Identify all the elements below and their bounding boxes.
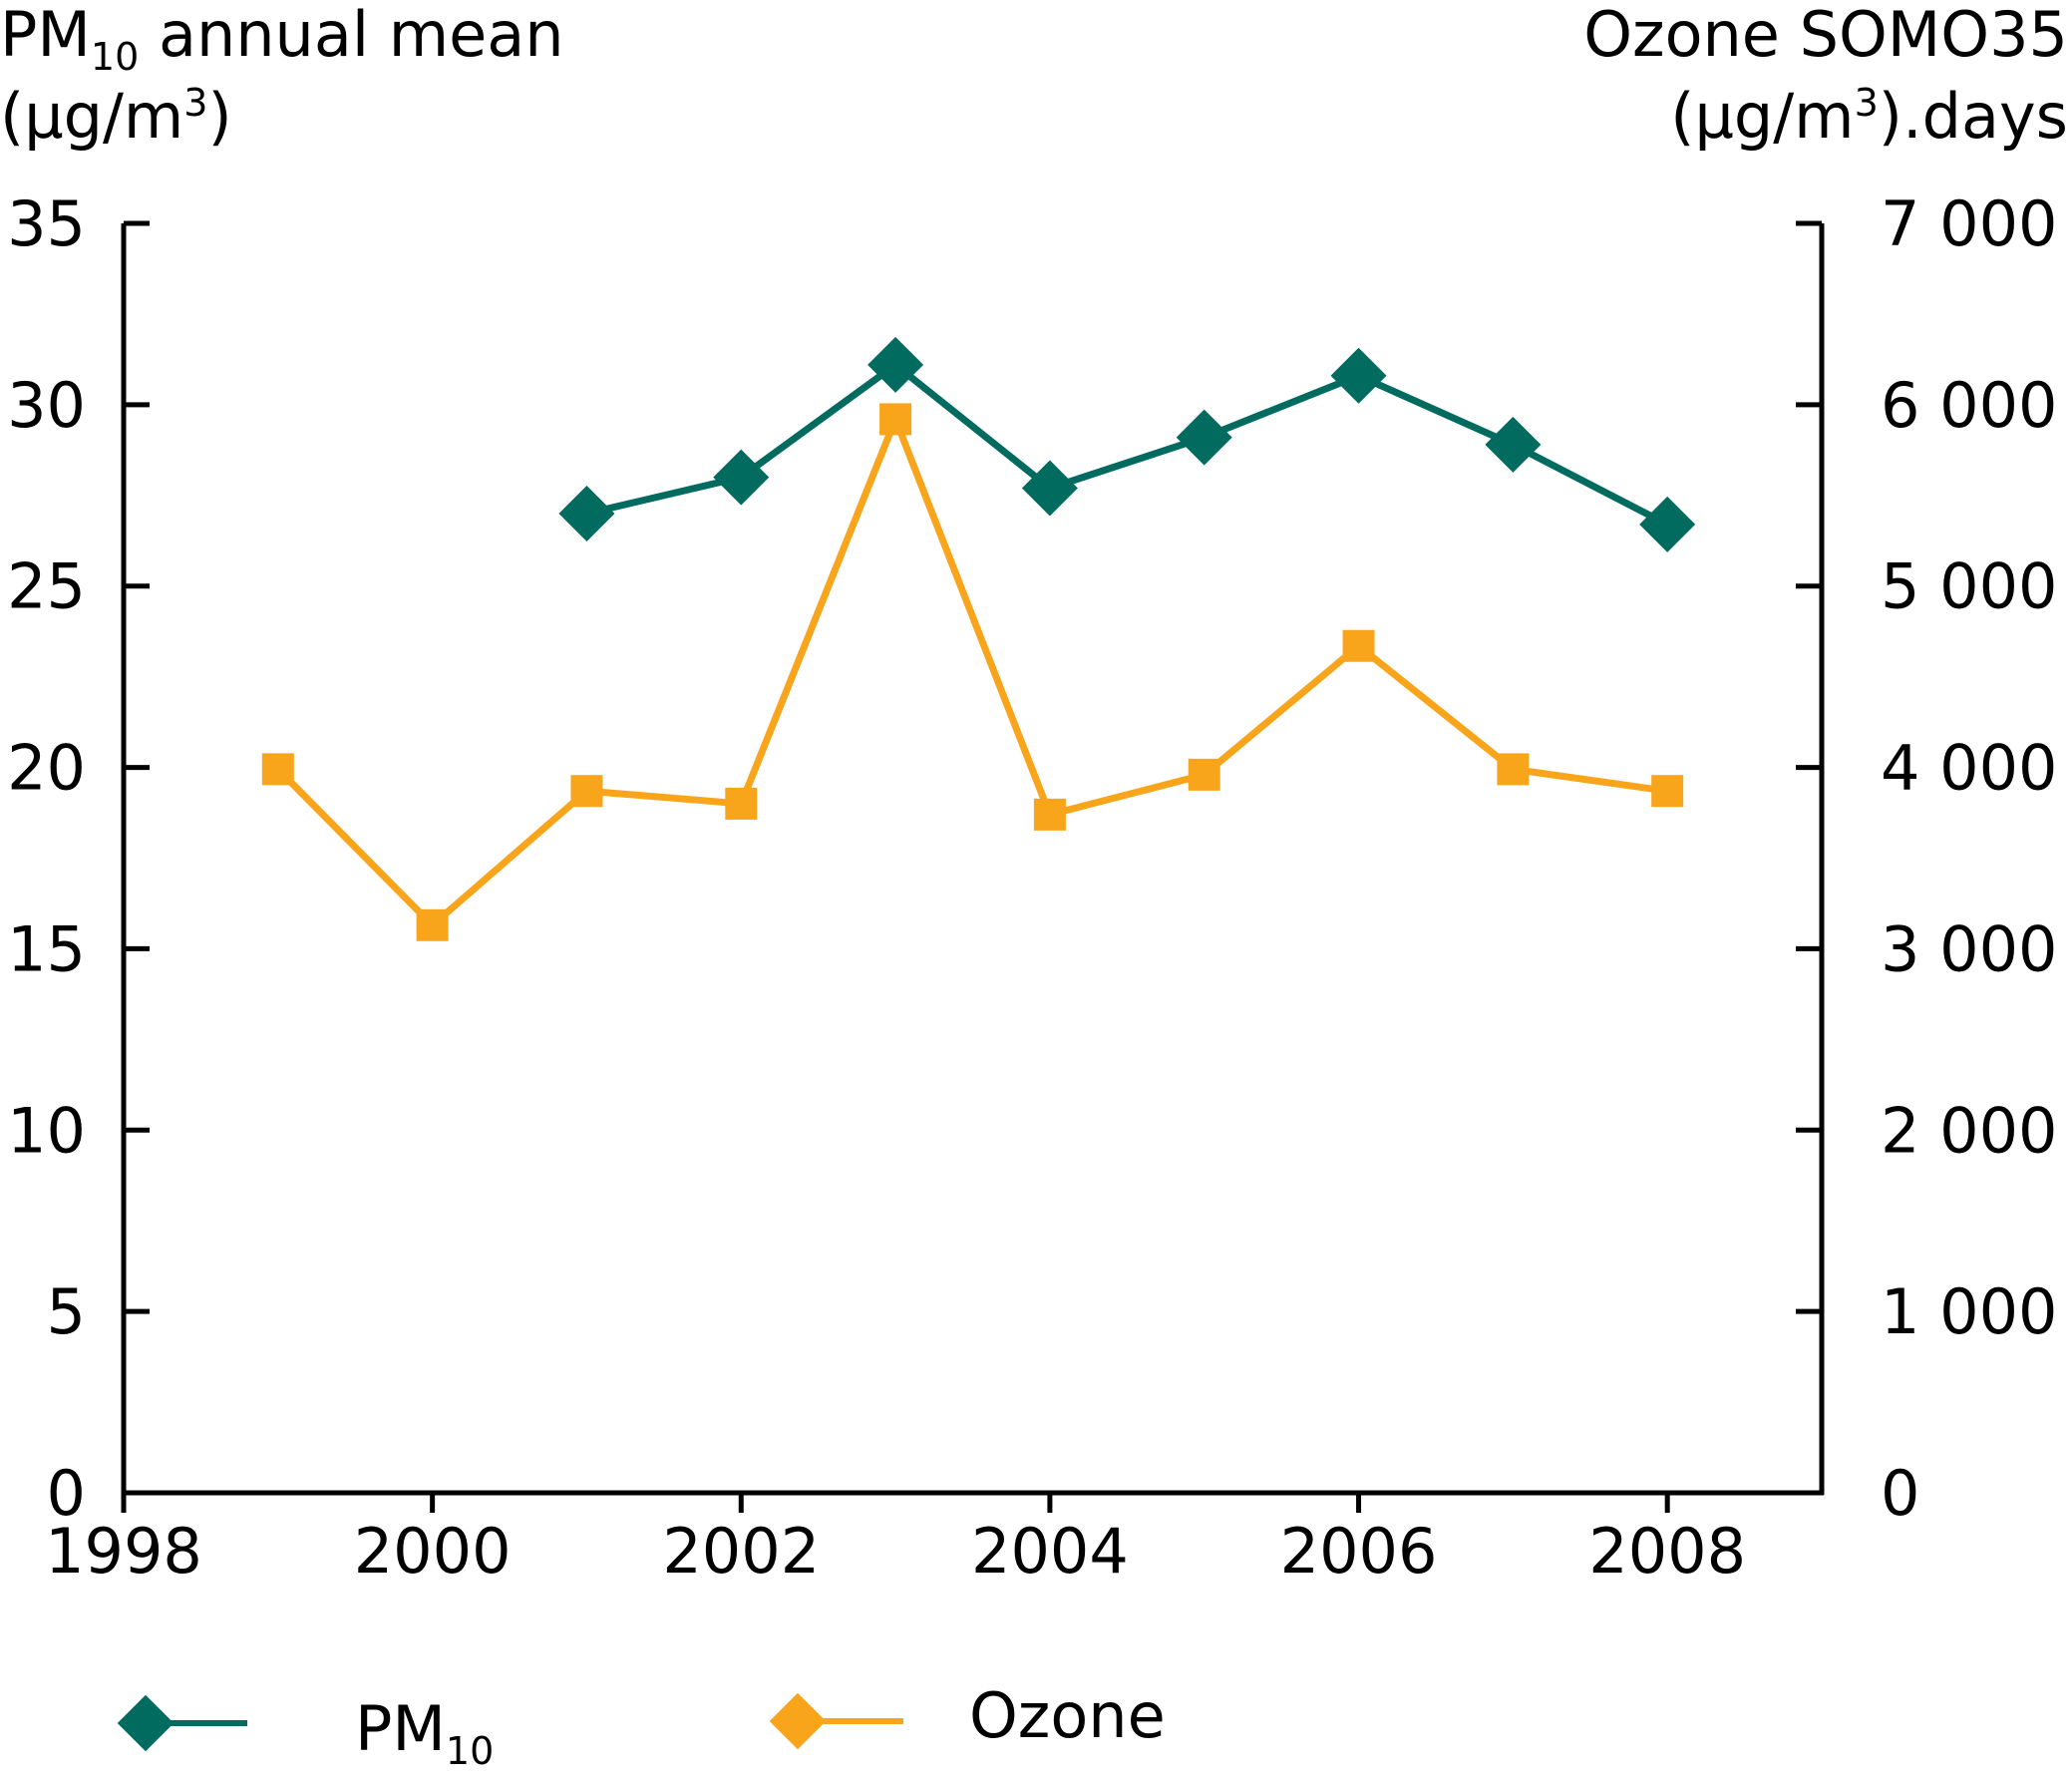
- left-axis-tick-label: 5: [47, 1275, 86, 1348]
- right-axis-tick-label: 3 000: [1881, 912, 2058, 985]
- x-axis-tick-label: 2006: [1280, 1515, 1438, 1588]
- left-axis-tick-label: 15: [7, 912, 86, 985]
- x-axis-tick-label: 2008: [1588, 1515, 1746, 1588]
- right-axis-tick-label: 0: [1881, 1457, 1919, 1530]
- pm10-series-line: [585, 361, 1669, 528]
- x-axis-tick-label: 2000: [354, 1515, 512, 1588]
- legend-ozone-label: Ozone: [969, 1679, 1166, 1752]
- left-axis-unit-suffix: ): [207, 80, 231, 153]
- right-axis-unit-suffix: ).days: [1879, 80, 2068, 153]
- ozone-point: [570, 775, 603, 808]
- x-axis-tick-label: 2002: [662, 1515, 820, 1588]
- legend: PM10 Ozone: [117, 1679, 1166, 1773]
- pm10-point: [558, 485, 615, 541]
- ozone-point: [1651, 775, 1684, 808]
- left-axis-tick-label: 0: [47, 1457, 86, 1530]
- series-layer: [261, 336, 1696, 941]
- x-axis-tick-label: 2004: [971, 1515, 1129, 1588]
- ozone-point: [725, 787, 758, 820]
- ozone-point: [1342, 629, 1375, 662]
- right-axis-tick-label: 2 000: [1881, 1094, 2058, 1167]
- right-axis-title: Ozone SOMO35: [1583, 0, 2068, 71]
- pm10-point: [1021, 460, 1078, 517]
- left-axis-title-suffix: annual mean: [139, 0, 563, 71]
- pm10-point: [1639, 496, 1696, 552]
- axes: 0 5 10 15 20 25 30 35 0 1 000 2 000 3 000 4 000 5 000…: [7, 187, 2057, 1588]
- ozone-point: [1497, 753, 1530, 786]
- legend-pm10-marker: [117, 1694, 174, 1752]
- pm10-point: [713, 449, 770, 506]
- pm10-point: [867, 336, 924, 393]
- right-axis-unit-prefix: (µg/m: [1670, 80, 1854, 153]
- right-axis-tick-label: 4 000: [1881, 732, 2058, 805]
- right-axis-unit: (µg/m3).days: [1670, 80, 2068, 153]
- right-axis-tick-label: 1 000: [1881, 1275, 2058, 1348]
- left-axis-title-prefix: PM: [0, 0, 91, 71]
- right-axis-unit-superscript: 3: [1855, 81, 1879, 125]
- left-axis-tick-label: 35: [7, 187, 86, 260]
- left-axis-tick-label: 20: [7, 732, 86, 805]
- right-axis-tick-label: 6 000: [1881, 369, 2058, 442]
- left-axis-title: PM10 annual mean: [0, 0, 564, 79]
- ozone-series-line: [275, 415, 1668, 929]
- x-axis-tick-label: 1998: [45, 1515, 202, 1588]
- ozone-point: [879, 403, 912, 436]
- pm10-point: [1176, 409, 1232, 466]
- ozone-point: [1033, 798, 1066, 831]
- right-axis-tick-label: 5 000: [1881, 550, 2058, 623]
- left-axis-unit: (µg/m3): [0, 80, 232, 153]
- pm10-point: [1485, 416, 1542, 473]
- left-axis-title-subscript: 10: [91, 35, 139, 79]
- ozone-point: [261, 753, 294, 786]
- legend-ozone-marker: [769, 1692, 827, 1750]
- right-axis-tick-label: 7 000: [1881, 187, 2058, 260]
- ozone-point: [1188, 758, 1220, 791]
- ozone-point: [416, 908, 449, 941]
- left-axis-tick-label: 10: [7, 1094, 86, 1167]
- left-axis-tick-label: 30: [7, 369, 86, 442]
- pm10-point: [1330, 347, 1387, 404]
- legend-pm10-label-subscript: 10: [446, 1729, 494, 1773]
- left-axis-unit-prefix: (µg/m: [0, 80, 183, 153]
- legend-pm10-label-name: PM: [355, 1692, 446, 1765]
- legend-pm10-label: PM10: [355, 1692, 494, 1773]
- left-axis-unit-superscript: 3: [183, 81, 207, 125]
- left-axis-tick-label: 25: [7, 550, 86, 623]
